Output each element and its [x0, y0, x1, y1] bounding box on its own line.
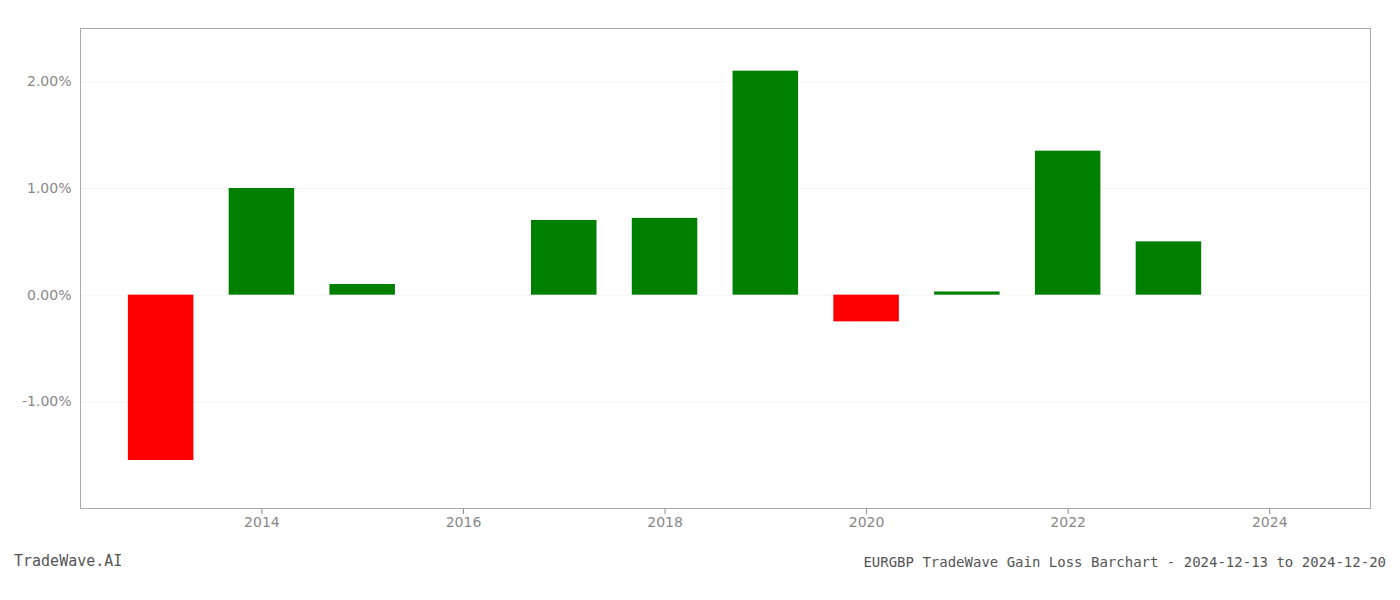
- svg-text:2018: 2018: [647, 514, 683, 530]
- svg-text:2.00%: 2.00%: [27, 73, 71, 89]
- svg-text:2024: 2024: [1252, 514, 1288, 530]
- html-text:EURGBP TradeWave Gain Loss Bar: EURGBP TradeWave Gain Loss Barchart - 20…: [863, 554, 1386, 570]
- svg-text:-1.00%: -1.00%: [22, 393, 72, 409]
- svg-text:2022: 2022: [1050, 514, 1086, 530]
- svg-text:2016: 2016: [446, 514, 482, 530]
- svg-text:1.00%: 1.00%: [27, 180, 71, 196]
- svg-text:2020: 2020: [849, 514, 885, 530]
- svg-text:0.00%: 0.00%: [27, 287, 71, 303]
- html-text:TradeWave.AI: TradeWave.AI: [14, 552, 123, 570]
- svg-text:2014: 2014: [244, 514, 280, 530]
